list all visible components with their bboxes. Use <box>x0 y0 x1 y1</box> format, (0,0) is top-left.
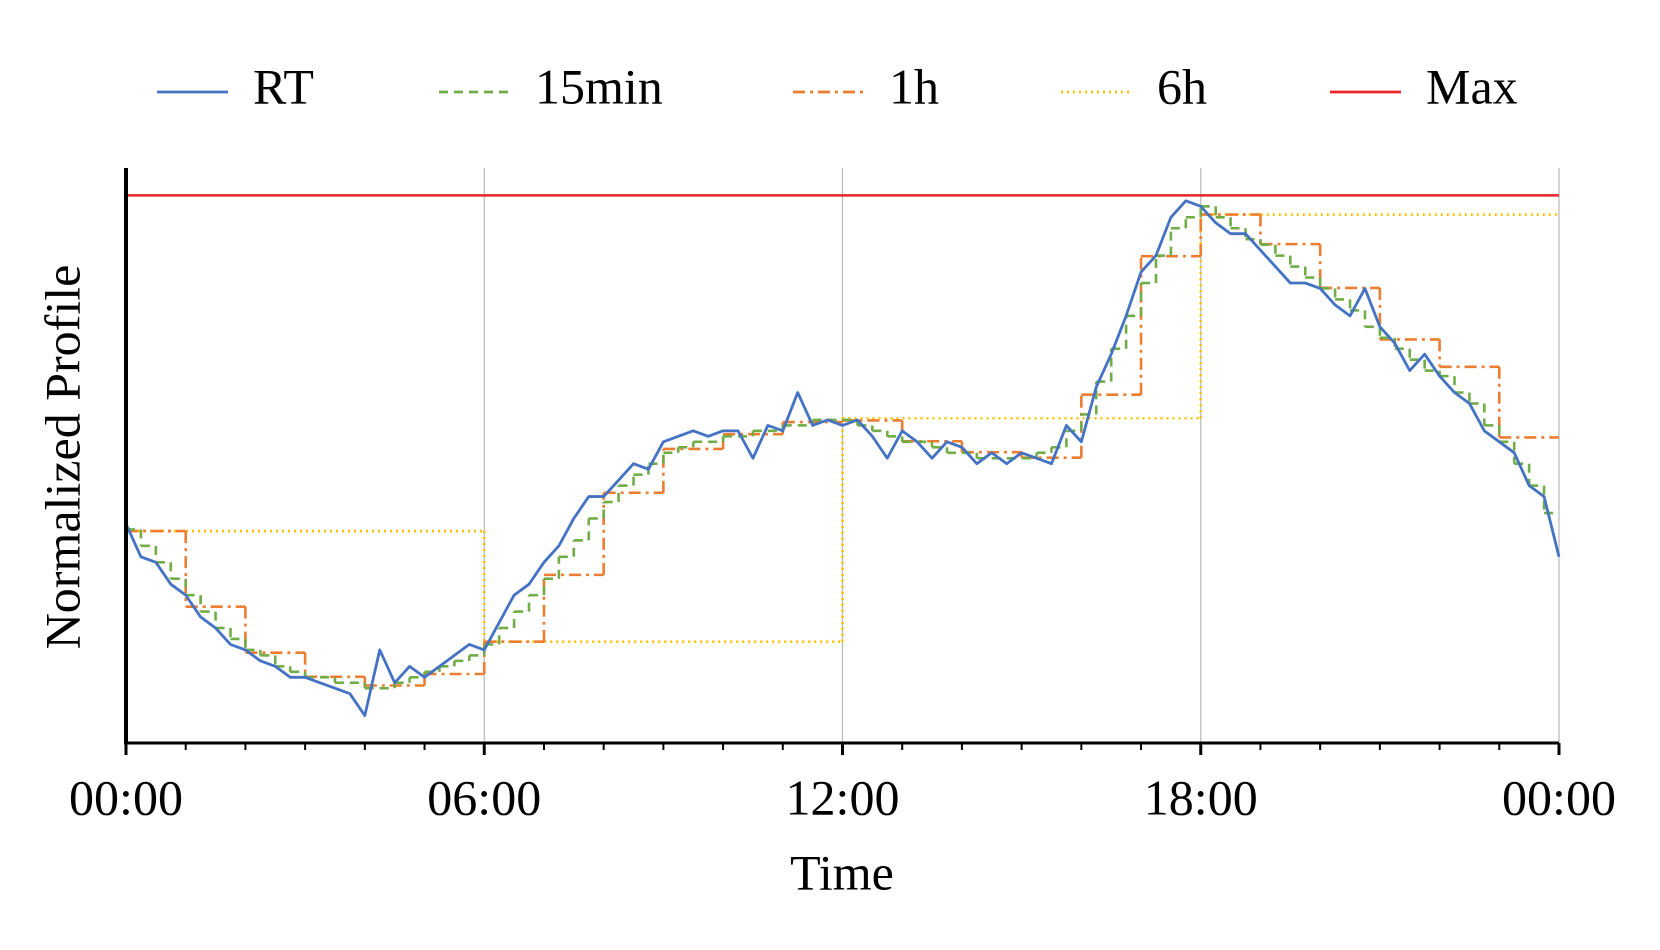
legend-label: Max <box>1426 58 1518 114</box>
legend-label: 6h <box>1157 58 1207 114</box>
x-tick-label: 18:00 <box>1144 769 1258 825</box>
y-axis-title: Normalized Profile <box>34 265 90 650</box>
x-tick-label: 00:00 <box>69 769 183 825</box>
axes: 00:00 06:00 12:00 18:00 00:00 <box>69 168 1616 825</box>
legend-label: 15min <box>535 58 663 114</box>
legend: RT 15min 1h 6h Max <box>157 58 1518 114</box>
x-tick-label: 12:00 <box>786 769 900 825</box>
legend-label: RT <box>253 58 314 114</box>
legend-label: 1h <box>889 58 939 114</box>
plot-area <box>124 194 1561 718</box>
series-line <box>124 199 1561 718</box>
x-tick-label: 06:00 <box>427 769 541 825</box>
x-axis-title: Time <box>790 844 894 900</box>
x-tick-label: 00:00 <box>1502 769 1616 825</box>
